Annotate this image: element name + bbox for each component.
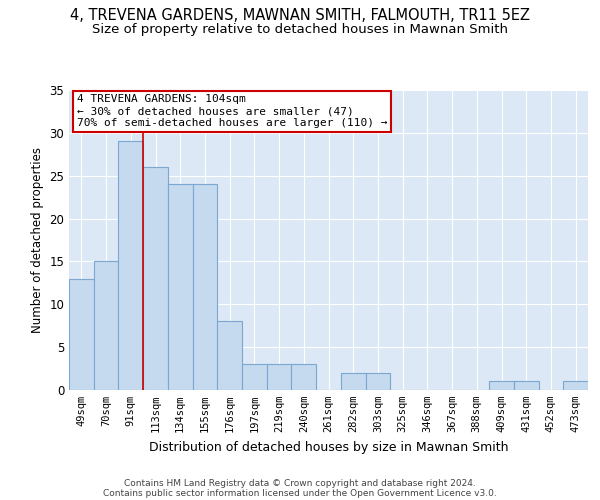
Bar xyxy=(514,382,539,390)
Bar xyxy=(94,262,118,390)
Bar xyxy=(69,278,94,390)
Bar xyxy=(489,382,514,390)
Text: 4, TREVENA GARDENS, MAWNAN SMITH, FALMOUTH, TR11 5EZ: 4, TREVENA GARDENS, MAWNAN SMITH, FALMOU… xyxy=(70,8,530,22)
Text: Size of property relative to detached houses in Mawnan Smith: Size of property relative to detached ho… xyxy=(92,22,508,36)
Bar xyxy=(292,364,316,390)
Bar xyxy=(563,382,588,390)
Bar xyxy=(217,322,242,390)
Text: 4 TREVENA GARDENS: 104sqm
← 30% of detached houses are smaller (47)
70% of semi-: 4 TREVENA GARDENS: 104sqm ← 30% of detac… xyxy=(77,94,387,128)
Bar xyxy=(143,167,168,390)
Text: Contains public sector information licensed under the Open Government Licence v3: Contains public sector information licen… xyxy=(103,488,497,498)
Y-axis label: Number of detached properties: Number of detached properties xyxy=(31,147,44,333)
Bar xyxy=(341,373,365,390)
Bar xyxy=(365,373,390,390)
Bar xyxy=(267,364,292,390)
Text: Contains HM Land Registry data © Crown copyright and database right 2024.: Contains HM Land Registry data © Crown c… xyxy=(124,478,476,488)
Bar xyxy=(118,142,143,390)
X-axis label: Distribution of detached houses by size in Mawnan Smith: Distribution of detached houses by size … xyxy=(149,440,508,454)
Bar xyxy=(168,184,193,390)
Bar xyxy=(242,364,267,390)
Bar xyxy=(193,184,217,390)
